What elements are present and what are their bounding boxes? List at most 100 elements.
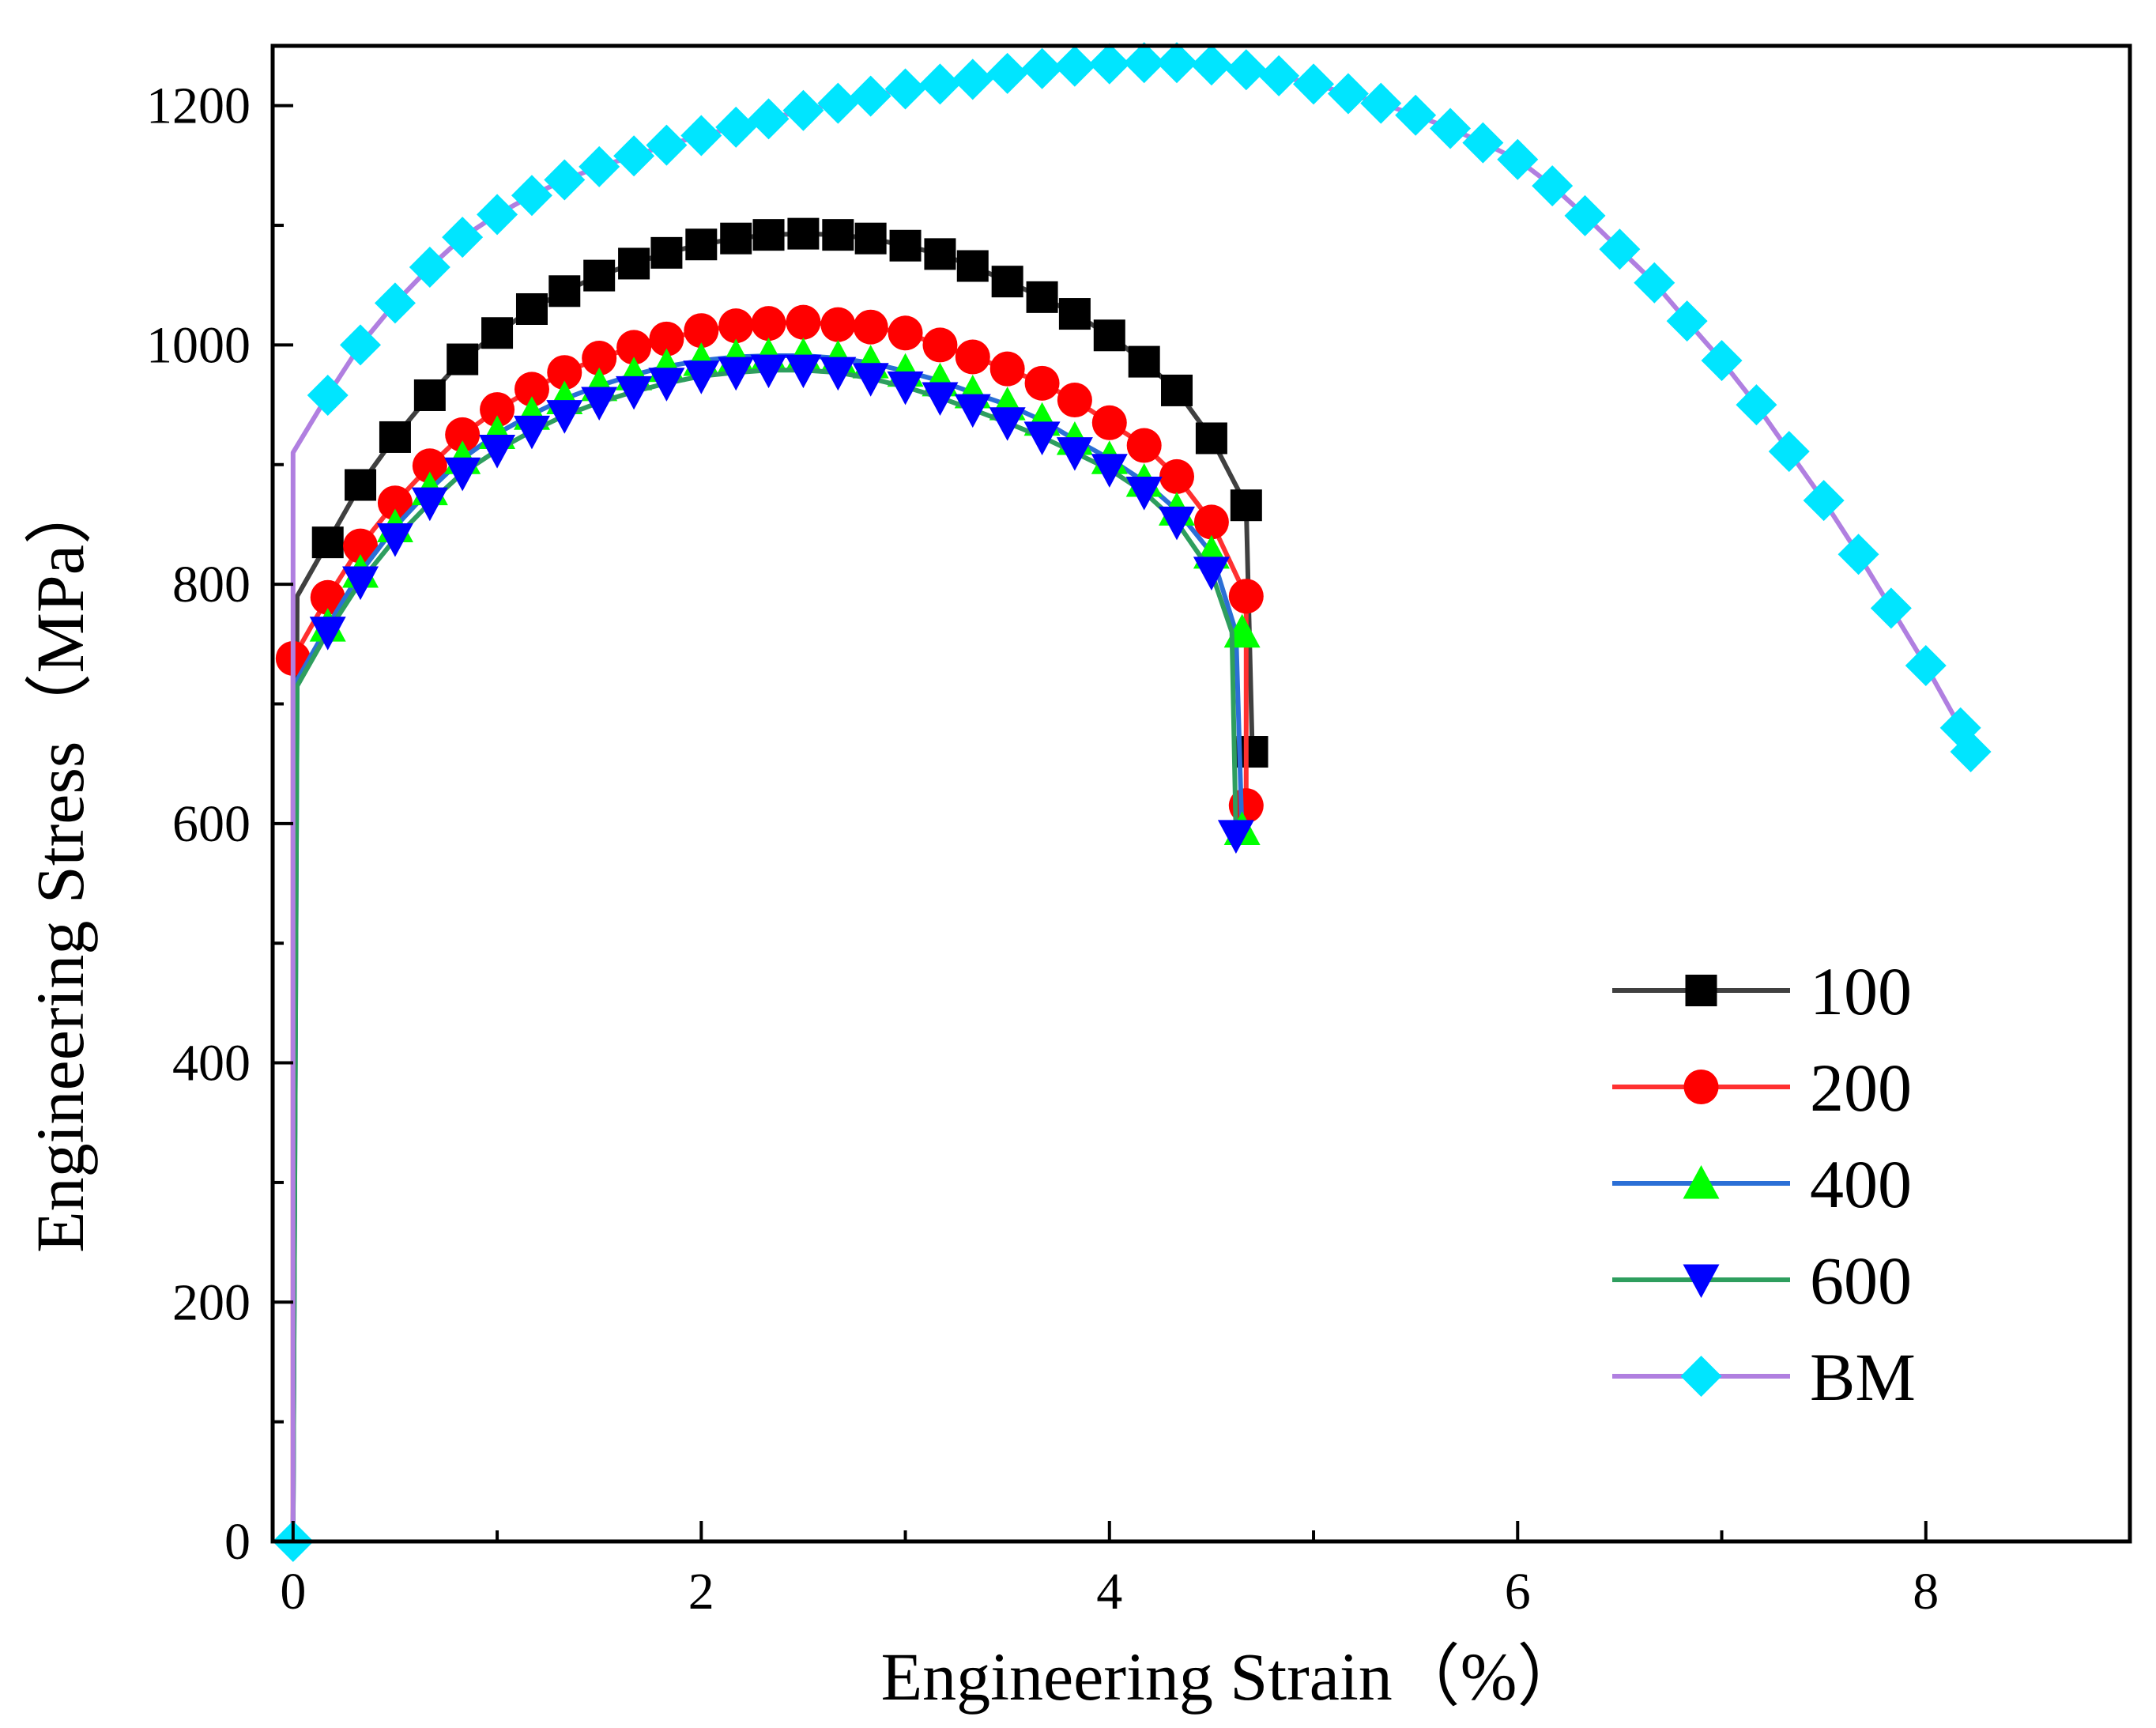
legend-marker xyxy=(1683,1070,1719,1104)
marker-100 xyxy=(956,250,989,282)
marker-200 xyxy=(955,339,990,375)
y-tick-label: 800 xyxy=(172,556,251,613)
ticks-layer: 0 2 4 6 8 0 200 400 600 800 1000 1200 xyxy=(146,77,1939,1620)
marker-BM xyxy=(1054,45,1095,87)
marker-200 xyxy=(1126,428,1162,463)
plot-frame xyxy=(270,43,2132,1544)
legend-item-600: 600 xyxy=(1612,1243,1912,1319)
marker-100 xyxy=(752,219,785,251)
marker-BM xyxy=(1088,43,1130,85)
marker-BM xyxy=(1950,731,1992,773)
marker-100 xyxy=(1058,298,1091,330)
marker-600 xyxy=(513,415,550,450)
marker-100 xyxy=(854,222,887,255)
marker-600 xyxy=(479,435,516,469)
marker-BM xyxy=(1190,44,1232,86)
marker-600 xyxy=(1056,437,1093,471)
marker-600 xyxy=(444,457,481,492)
marker-100 xyxy=(1026,281,1058,313)
marker-BM xyxy=(340,324,382,366)
marker-100 xyxy=(413,379,446,411)
marker-200 xyxy=(377,485,413,521)
y-tick-label: 0 xyxy=(224,1513,251,1571)
marker-BM xyxy=(1838,534,1879,575)
marker-200 xyxy=(649,321,684,357)
marker-600 xyxy=(411,487,448,522)
marker-100 xyxy=(650,236,683,269)
x-axis-title: Engineering Strain（%） xyxy=(881,1639,1585,1715)
marker-200 xyxy=(547,355,582,390)
marker-600 xyxy=(683,360,720,394)
marker-600 xyxy=(546,400,583,434)
marker-BM xyxy=(782,89,824,131)
marker-200 xyxy=(616,330,652,365)
marker-BM xyxy=(1497,138,1539,180)
y-axis-title: Engineering Stress（MPa） xyxy=(22,477,98,1253)
marker-200 xyxy=(1228,579,1264,614)
series-layer xyxy=(272,42,1992,1562)
legend-label: 100 xyxy=(1810,953,1912,1029)
marker-BM xyxy=(1599,228,1641,270)
marker-600 xyxy=(820,357,857,391)
marker-BM xyxy=(1156,42,1198,84)
marker-600 xyxy=(376,523,413,557)
marker-200 xyxy=(718,308,754,344)
marker-100 xyxy=(515,292,548,325)
marker-BM xyxy=(1666,300,1708,342)
marker-BM xyxy=(544,159,586,201)
marker-BM xyxy=(1430,108,1472,149)
marker-100 xyxy=(787,217,820,250)
marker-200 xyxy=(1091,405,1127,440)
legend-item-400: 400 xyxy=(1612,1146,1912,1222)
marker-200 xyxy=(888,315,923,351)
marker-200 xyxy=(445,417,481,452)
marker-100 xyxy=(311,526,344,559)
marker-BM xyxy=(1870,587,1912,629)
marker-100 xyxy=(1093,319,1125,352)
marker-BM xyxy=(1701,340,1743,382)
marker-600 xyxy=(718,357,755,391)
marker-200 xyxy=(582,341,617,376)
marker-100 xyxy=(1128,345,1160,378)
marker-100 xyxy=(481,317,514,349)
marker-600 xyxy=(648,368,685,402)
marker-200 xyxy=(1193,504,1229,540)
marker-600 xyxy=(954,394,991,428)
marker-100 xyxy=(822,219,854,251)
marker-200 xyxy=(343,528,379,564)
legend-label: 600 xyxy=(1810,1243,1912,1319)
marker-100 xyxy=(345,469,377,501)
marker-BM xyxy=(1532,165,1574,207)
y-tick-label: 200 xyxy=(172,1273,251,1331)
marker-600 xyxy=(852,363,889,397)
legend: 100 200 400 600 BM xyxy=(1612,953,1916,1415)
marker-BM xyxy=(1564,194,1606,236)
marker-200 xyxy=(310,579,345,615)
marker-BM xyxy=(1736,384,1777,426)
marker-100 xyxy=(720,222,752,255)
marker-200 xyxy=(412,448,447,484)
marker-200 xyxy=(853,309,888,345)
marker-BM xyxy=(884,68,926,110)
marker-600 xyxy=(785,354,822,389)
marker-200 xyxy=(480,392,515,428)
marker-200 xyxy=(820,307,856,342)
marker-BM xyxy=(680,115,722,157)
y-tick-label: 1200 xyxy=(146,77,251,135)
marker-BM xyxy=(1258,55,1300,96)
x-tick-label: 8 xyxy=(1913,1563,1939,1620)
marker-600 xyxy=(616,375,653,410)
marker-BM xyxy=(1123,42,1165,84)
legend-label: 400 xyxy=(1810,1146,1912,1222)
marker-BM xyxy=(1768,431,1810,473)
marker-BM xyxy=(613,135,655,177)
marker-BM xyxy=(511,175,552,217)
x-tick-label: 0 xyxy=(280,1563,306,1620)
marker-100 xyxy=(991,266,1023,298)
marker-BM xyxy=(986,52,1028,94)
marker-100 xyxy=(924,238,956,270)
marker-200 xyxy=(1057,383,1092,418)
marker-BM xyxy=(1225,49,1267,91)
